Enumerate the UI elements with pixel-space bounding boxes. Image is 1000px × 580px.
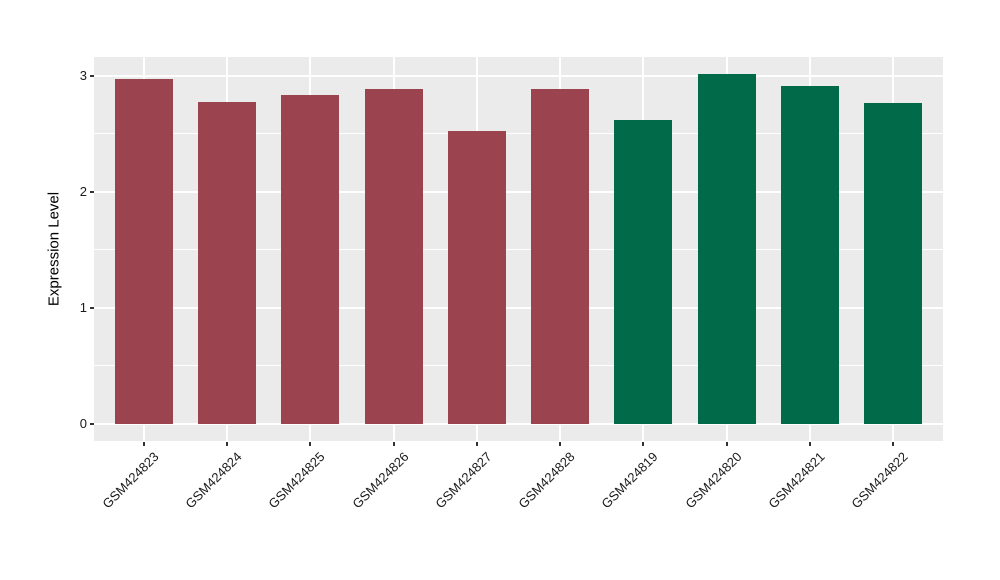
bar-GSM424822 [864,103,923,424]
x-tick-label: GSM424826 [349,449,412,512]
major-gridline [94,190,943,193]
x-tick-label: GSM424827 [432,449,495,512]
x-tick-label: GSM424825 [265,449,329,512]
bar-GSM424819 [614,119,673,424]
bar-GSM424824 [198,102,257,424]
x-tick [309,442,312,446]
x-tick [559,442,562,446]
minor-gridline [94,365,943,367]
x-tick-label: GSM424823 [99,449,162,512]
x-tick-label: GSM424820 [681,449,745,512]
bar-GSM424826 [364,89,423,424]
x-tick [142,442,145,446]
minor-gridline [94,133,943,135]
bar-GSM424827 [447,131,506,424]
y-tick [90,306,94,309]
x-tick [892,442,895,446]
bar-GSM424823 [114,79,173,424]
bar-GSM424825 [281,95,340,424]
y-tick-label: 1 [79,299,87,315]
x-tick-label: GSM424821 [765,449,828,512]
major-gridline [94,422,943,425]
bar-GSM424821 [780,86,839,424]
x-tick-label: GSM424828 [515,449,578,512]
x-tick [392,442,395,446]
major-gridline [94,74,943,77]
minor-gridline [94,249,943,251]
x-tick [725,442,728,446]
bar-GSM424828 [531,89,590,424]
x-tick [642,442,645,446]
x-tick [808,442,811,446]
y-tick [90,422,94,425]
x-tick-label: GSM424824 [182,449,245,512]
plot-panel [94,57,943,441]
major-gridline [94,306,943,309]
x-tick-label: GSM424822 [848,449,911,512]
y-tick [90,190,94,193]
y-tick-label: 0 [79,415,87,431]
y-tick-label: 3 [79,67,87,83]
y-axis-title: Expression Level [45,191,63,307]
y-tick-label: 2 [79,183,87,199]
x-tick [226,442,229,446]
x-tick [475,442,478,446]
y-tick [90,74,94,77]
x-tick-label: GSM424819 [598,449,661,512]
bar-GSM424820 [697,74,756,424]
